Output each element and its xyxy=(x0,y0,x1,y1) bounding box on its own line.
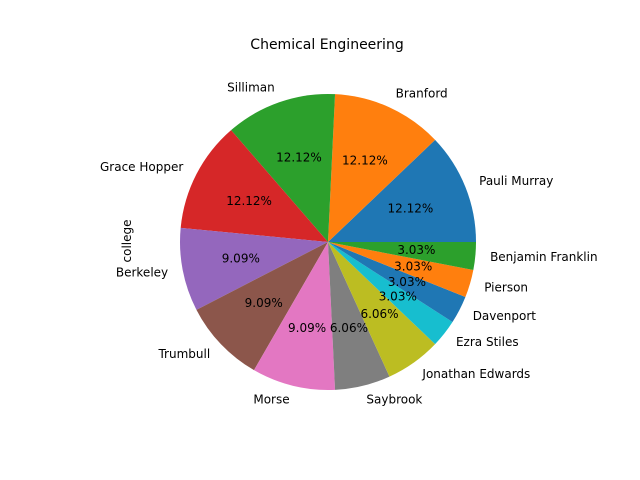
slice-label-7: Saybrook xyxy=(366,393,422,407)
slice-label-9: Ezra Stiles xyxy=(456,335,519,349)
slice-label-5: Trumbull xyxy=(157,347,210,361)
slice-label-11: Pierson xyxy=(484,280,528,294)
slice-pct-7: 6.06% xyxy=(330,321,368,335)
slice-label-1: Branford xyxy=(396,86,448,100)
slice-pct-12: 3.03% xyxy=(397,243,435,257)
slice-pct-10: 3.03% xyxy=(388,275,426,289)
slice-label-0: Pauli Murray xyxy=(479,174,553,188)
slice-label-4: Berkeley xyxy=(116,265,168,279)
pie-slice-7 xyxy=(328,242,390,390)
slice-label-2: Silliman xyxy=(227,81,275,95)
slice-pct-3: 12.12% xyxy=(226,194,272,208)
pie-slice-10 xyxy=(328,242,466,323)
slice-pct-11: 3.03% xyxy=(394,260,432,274)
slice-label-3: Grace Hopper xyxy=(100,160,183,174)
slice-label-10: Davenport xyxy=(473,309,537,323)
pie-slice-11 xyxy=(328,242,474,298)
chart-title: Chemical Engineering xyxy=(250,37,403,53)
pie-slice-3 xyxy=(180,130,328,242)
slice-pct-8: 6.06% xyxy=(360,307,398,321)
slice-pct-6: 9.09% xyxy=(288,321,326,335)
slice-label-6: Morse xyxy=(253,393,289,407)
pie-slice-1 xyxy=(328,94,436,242)
pie-slice-8 xyxy=(328,242,436,377)
pie-slice-12 xyxy=(328,242,476,271)
slice-pct-1: 12.12% xyxy=(342,154,388,168)
slice-pct-2: 12.12% xyxy=(276,151,322,165)
pie-slice-2 xyxy=(231,94,336,242)
pie-slice-6 xyxy=(254,242,336,390)
pie-slice-9 xyxy=(328,242,453,345)
slice-label-8: Jonathan Edwards xyxy=(421,367,530,381)
slice-pct-4: 9.09% xyxy=(222,251,260,265)
slice-label-12: Benjamin Franklin xyxy=(490,250,598,264)
y-axis-label: college xyxy=(120,220,134,263)
pie-slice-4 xyxy=(179,227,328,310)
pie-slice-0 xyxy=(328,139,476,242)
slice-pct-9: 3.03% xyxy=(379,289,417,303)
pie-slice-5 xyxy=(196,242,328,371)
slice-pct-5: 9.09% xyxy=(245,296,283,310)
slice-pct-0: 12.12% xyxy=(388,201,434,215)
pie-slices xyxy=(179,94,476,390)
pie-labels: Pauli Murray 12.12% Branford 12.12% Silliman… xyxy=(100,81,598,407)
